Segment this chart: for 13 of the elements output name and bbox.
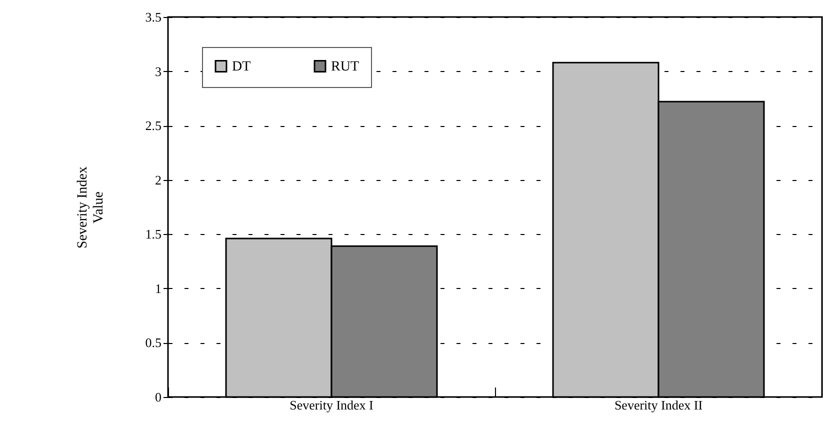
x-tick-label: Severity Index I bbox=[290, 398, 374, 412]
y-tick-label: 1 bbox=[155, 280, 162, 296]
legend-label: DT bbox=[232, 59, 252, 74]
y-tick-label: 2.5 bbox=[145, 118, 162, 134]
y-tick-label: 0.5 bbox=[145, 335, 162, 350]
y-tick-label: 3.5 bbox=[145, 10, 162, 24]
legend-label: RUT bbox=[331, 59, 360, 74]
y-tick-label: 2 bbox=[155, 172, 162, 188]
y-tick-label: 0 bbox=[155, 390, 162, 404]
y-tick-label: 1.5 bbox=[145, 226, 162, 242]
y-tick-label: 3 bbox=[155, 64, 162, 79]
y-axis-title: Severity Index Value bbox=[75, 166, 106, 249]
x-tick-label: Severity Index II bbox=[614, 398, 703, 412]
